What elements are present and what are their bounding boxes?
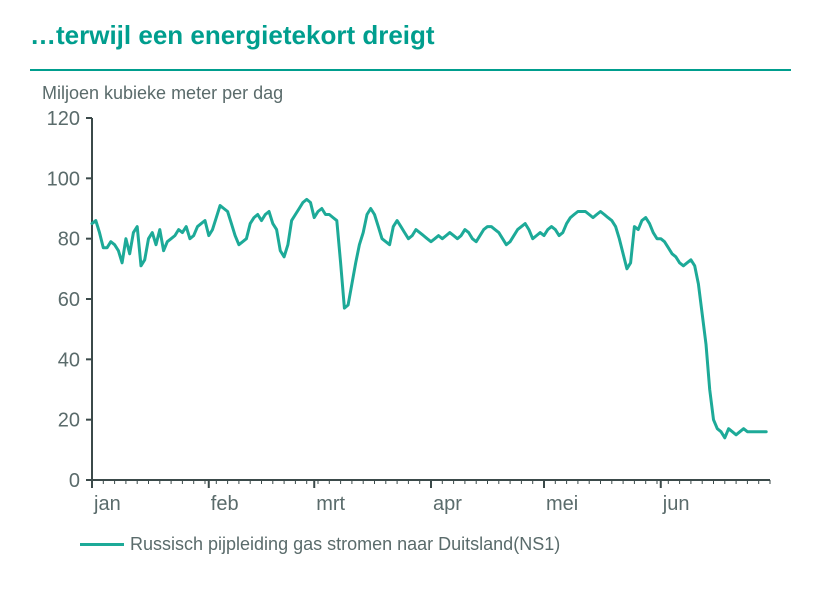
chart-title: …terwijl een energietekort dreigt — [30, 20, 791, 51]
legend-swatch — [80, 543, 124, 546]
svg-text:0: 0 — [69, 470, 80, 492]
chart-subtitle: Miljoen kubieke meter per dag — [42, 83, 791, 104]
svg-text:jan: jan — [93, 493, 121, 515]
svg-text:80: 80 — [58, 229, 80, 251]
svg-text:60: 60 — [58, 289, 80, 311]
svg-text:feb: feb — [211, 493, 239, 515]
svg-text:100: 100 — [47, 168, 80, 190]
line-chart: 0 20 40 60 80 100 120 jan feb mrt apr mei jun — [30, 108, 790, 528]
svg-text:20: 20 — [58, 410, 80, 432]
svg-text:120: 120 — [47, 108, 80, 130]
svg-text:40: 40 — [58, 349, 80, 371]
chart-area: 0 20 40 60 80 100 120 jan feb mrt apr mei jun — [30, 108, 790, 528]
chart-legend: Russisch pijpleiding gas stromen naar Du… — [80, 534, 791, 555]
legend-label: Russisch pijpleiding gas stromen naar Du… — [130, 534, 560, 555]
svg-text:apr: apr — [433, 493, 462, 515]
svg-text:mrt: mrt — [316, 493, 345, 515]
svg-text:mei: mei — [546, 493, 578, 515]
title-rule — [30, 69, 791, 71]
svg-text:jun: jun — [662, 493, 690, 515]
